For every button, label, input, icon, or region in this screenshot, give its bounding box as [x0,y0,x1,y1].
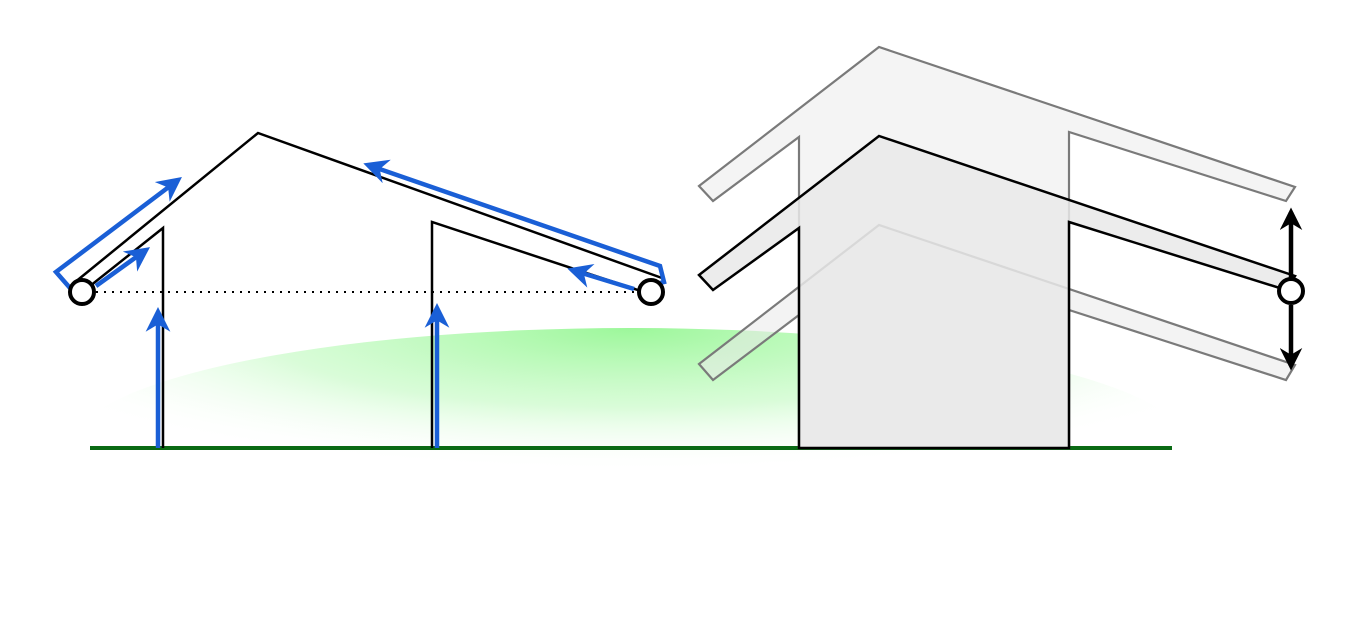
right-frame [697,45,1305,450]
flow-arrow-inner-right [567,263,635,292]
left-frame [52,131,667,448]
flow-arrow-outer-left [52,177,182,290]
left-roof-outline [73,131,663,284]
left-inner-roof-left [79,225,165,448]
left-support-node-icon [68,278,96,306]
main-roof-structure [697,134,1297,450]
flow-arrow-inner-left [94,247,151,288]
right-tip-node-icon [1277,277,1305,305]
right-support-node-icon [637,278,665,306]
